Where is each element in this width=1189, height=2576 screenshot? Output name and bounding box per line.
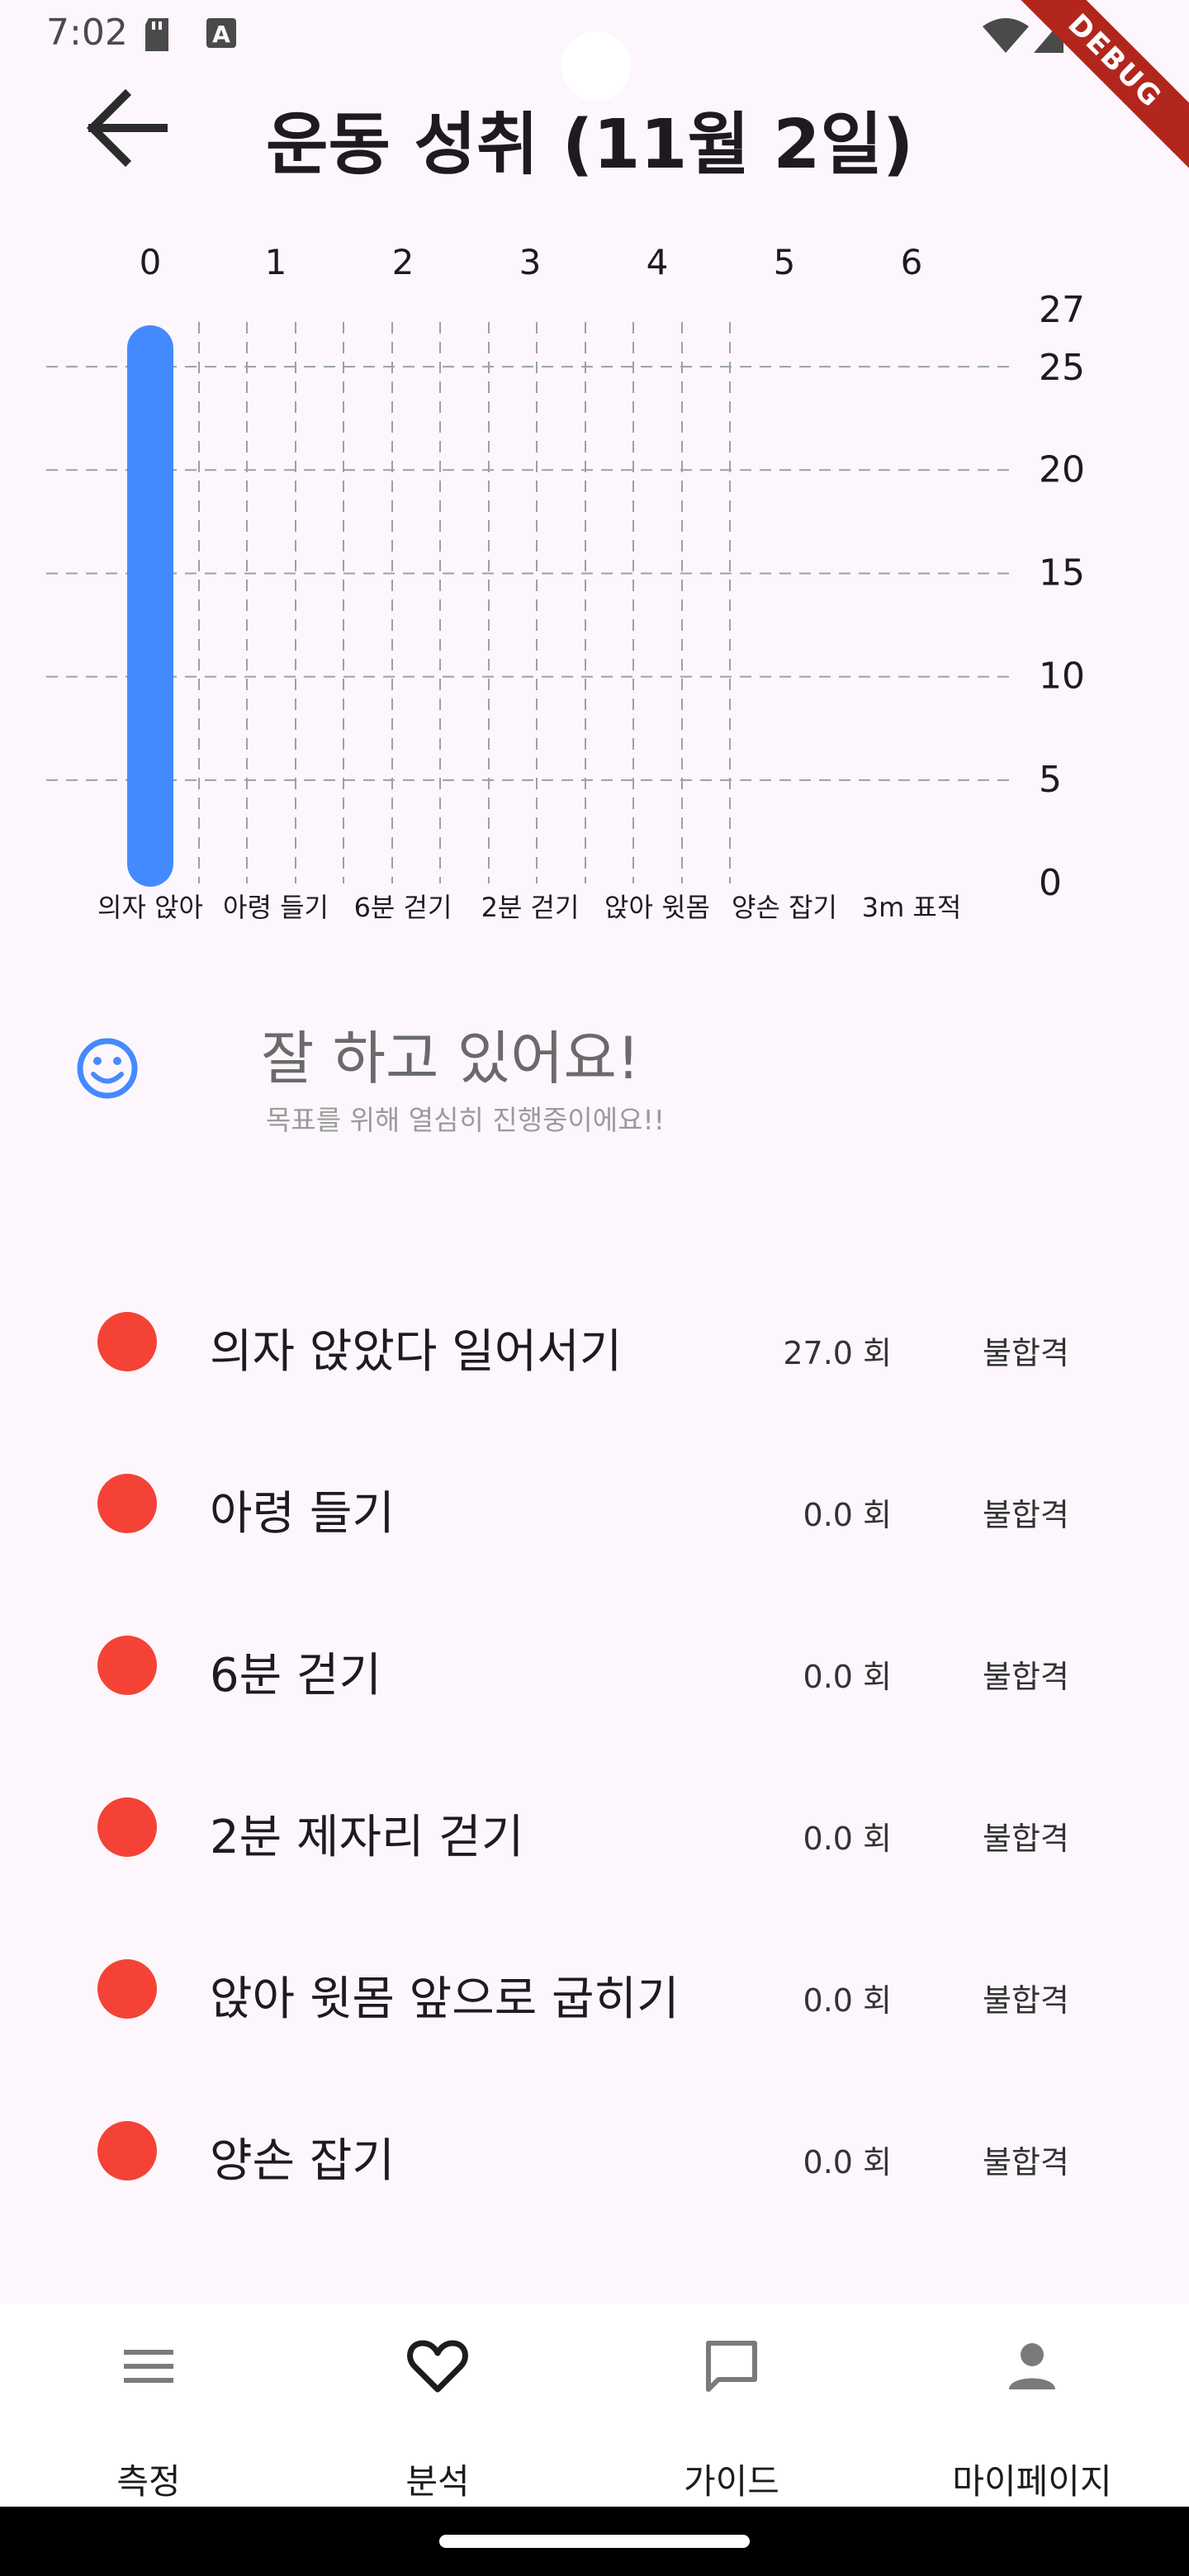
exercise-result: 불합격 — [983, 2144, 1069, 2181]
top-tick-label: 3 — [519, 242, 542, 282]
exercise-count: 0.0 회 — [803, 1821, 892, 1857]
y-tick-label: 27 — [1039, 289, 1085, 331]
nav-item-measure[interactable]: 측정 — [0, 2304, 297, 2507]
status-dot — [97, 1797, 157, 1857]
y-tick-label: 0 — [1039, 862, 1062, 904]
status-time: 7:02 — [46, 12, 128, 54]
text-a-icon: A — [206, 18, 236, 48]
y-tick-label: 25 — [1039, 347, 1085, 389]
gesture-handle[interactable] — [439, 2535, 750, 2548]
category-label: 2분 걷기 — [481, 892, 580, 923]
status-dot — [97, 1636, 157, 1695]
exercise-count: 0.0 회 — [803, 1497, 892, 1533]
exercise-name: 의자 앉았다 일어서기 — [210, 1325, 623, 1379]
chart-labels: 0 1 2 3 4 5 6 의자 앉아 아령 들기 6분 걷기 2분 걷기 앉아 윗몸 양손 잡기 3m … — [97, 242, 1085, 923]
smile-icon — [77, 1038, 138, 1099]
top-tick-label: 2 — [392, 242, 414, 282]
status-dot — [97, 1959, 157, 2019]
exercise-count: 0.0 회 — [803, 1659, 892, 1695]
nav-label: 분석 — [405, 2461, 470, 2502]
exercise-row[interactable]: 의자 앉았다 일어서기 27.0 회 불합격 — [0, 1285, 1189, 1400]
exercise-count: 0.0 회 — [803, 1982, 892, 2019]
wifi-icon — [983, 18, 1029, 53]
category-label: 앉아 윗몸 — [604, 892, 710, 923]
nav-item-mypage[interactable]: 마이페이지 — [883, 2304, 1181, 2507]
exercise-result: 불합격 — [983, 1497, 1069, 1533]
feedback-subtitle: 목표를 위해 열심히 진행중이에요!! — [266, 1104, 665, 1136]
exercise-row[interactable]: 양손 잡기 0.0 회 불합격 — [0, 2094, 1189, 2209]
page-title: 운동 성취 (11월 2일) — [266, 106, 914, 184]
achievement-chart: 0 1 2 3 4 5 6 의자 앉아 아령 들기 6분 걷기 2분 걷기 앉아 윗몸 양손 잡기 3m … — [46, 242, 1085, 923]
chat-icon — [706, 2341, 757, 2392]
exercise-name: 아령 들기 — [210, 1487, 395, 1541]
chart-bars — [127, 325, 173, 887]
exercise-result: 불합격 — [983, 1821, 1069, 1857]
top-tick-label: 1 — [265, 242, 287, 282]
svg-text:A: A — [212, 21, 230, 48]
back-button[interactable] — [83, 83, 173, 173]
nav-label: 가이드 — [684, 2461, 779, 2502]
nav-item-analysis[interactable]: 분석 — [289, 2304, 586, 2507]
status-dot — [97, 2121, 157, 2181]
exercise-name: 6분 걷기 — [210, 1649, 381, 1702]
person-icon — [1009, 2343, 1055, 2389]
heart-icon — [407, 2340, 468, 2393]
exercise-row[interactable]: 앉아 윗몸 앞으로 굽히기 0.0 회 불합격 — [0, 1932, 1189, 2048]
top-tick-label: 0 — [140, 242, 162, 282]
top-tick-label: 6 — [901, 242, 923, 282]
nav-item-guide[interactable]: 가이드 — [583, 2304, 880, 2507]
category-label: 3m 표적 — [862, 892, 962, 923]
exercise-name: 2분 제자리 걷기 — [210, 1811, 524, 1864]
category-label: 6분 걷기 — [354, 892, 452, 923]
exercise-result: 불합격 — [983, 1335, 1069, 1371]
top-tick-label: 4 — [647, 242, 669, 282]
bottom-navigation: 측정 분석 가이드 마이페이지 — [0, 2304, 1189, 2507]
category-label: 양손 잡기 — [732, 892, 837, 923]
exercise-result: 불합격 — [983, 1982, 1069, 2019]
exercise-row[interactable]: 아령 들기 0.0 회 불합격 — [0, 1447, 1189, 1562]
exercise-row[interactable]: 2분 제자리 걷기 0.0 회 불합격 — [0, 1770, 1189, 1886]
exercise-count: 27.0 회 — [783, 1335, 892, 1371]
y-tick-label: 5 — [1039, 759, 1062, 801]
exercise-name: 양손 잡기 — [210, 2134, 395, 2188]
status-dot — [97, 1312, 157, 1371]
sd-card-icon — [145, 18, 168, 51]
category-label: 의자 앉아 — [97, 892, 203, 923]
y-tick-label: 10 — [1039, 656, 1085, 698]
status-dot — [97, 1474, 157, 1533]
y-tick-label: 15 — [1039, 552, 1085, 594]
category-label: 아령 들기 — [223, 892, 329, 923]
nav-label: 마이페이지 — [952, 2461, 1112, 2502]
exercise-name: 앉아 윗몸 앞으로 굽히기 — [210, 1972, 680, 2026]
menu-icon — [124, 2350, 173, 2383]
y-tick-label: 20 — [1039, 448, 1085, 490]
chart-bar — [127, 325, 173, 887]
chart-grid — [46, 322, 1012, 883]
nav-label: 측정 — [116, 2461, 181, 2502]
exercise-count: 0.0 회 — [803, 2144, 892, 2181]
camera-cutout — [561, 31, 631, 101]
exercise-result: 불합격 — [983, 1659, 1069, 1695]
arrow-back-icon — [86, 88, 168, 168]
feedback-title: 잘 하고 있어요! — [261, 1025, 640, 1092]
exercise-row[interactable]: 6분 걷기 0.0 회 불합격 — [0, 1608, 1189, 1724]
top-tick-label: 5 — [774, 242, 796, 282]
